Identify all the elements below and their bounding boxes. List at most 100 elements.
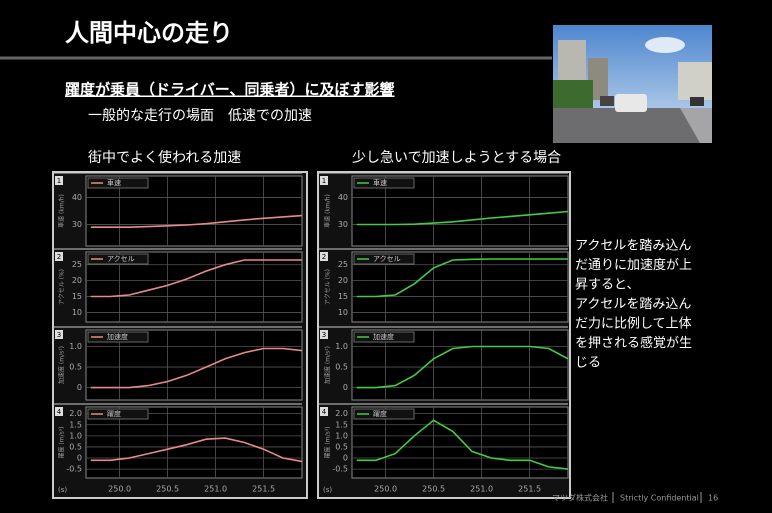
x-unit: (s) bbox=[58, 486, 67, 494]
x-tick-label: 251.0 bbox=[204, 485, 227, 494]
series-line bbox=[90, 259, 302, 298]
slide-title: 人間中心の走り bbox=[65, 19, 233, 47]
y-tick-label: 15 bbox=[338, 292, 348, 301]
y-tick-label: 1.0 bbox=[335, 342, 348, 351]
y-tick-label: 25 bbox=[338, 260, 348, 269]
y-tick-label: 25 bbox=[72, 260, 82, 269]
index-box bbox=[320, 252, 328, 261]
legend-box bbox=[353, 253, 415, 265]
y-tick-label: 1.0 bbox=[69, 342, 82, 351]
y-tick-label: 40 bbox=[338, 193, 348, 202]
chart-index: 4 bbox=[57, 408, 62, 416]
x-tick-label: 250.5 bbox=[156, 485, 179, 494]
footer-company: マツダ株式会社 bbox=[552, 493, 608, 503]
chart-index: 1 bbox=[57, 177, 61, 185]
chart-index: 4 bbox=[322, 408, 327, 416]
y-tick-label: 1.5 bbox=[69, 420, 82, 429]
note-line: 昇すると、 bbox=[575, 278, 639, 293]
y-axis-label: アクセル (%) bbox=[59, 269, 66, 305]
y-tick-label: 0 bbox=[77, 383, 82, 392]
y-tick-label: 1.0 bbox=[69, 431, 82, 440]
y-axis-label: 加速度 (m/s²) bbox=[58, 346, 66, 384]
x-unit: (s) bbox=[323, 486, 332, 494]
y-axis-label: 車速 (km/h) bbox=[58, 194, 66, 228]
y-tick-label: 1.0 bbox=[335, 431, 348, 440]
panel-heading: 街中でよく使われる加速 bbox=[88, 149, 241, 166]
y-tick-label: -0.5 bbox=[332, 465, 348, 474]
legend-label: アクセル bbox=[107, 255, 135, 263]
y-axis-label: 加速度 (m/s²) bbox=[324, 346, 332, 384]
y-tick-label: 1.5 bbox=[335, 420, 348, 429]
chart-index: 2 bbox=[57, 253, 61, 261]
legend-box bbox=[87, 177, 149, 189]
y-tick-label: 2.0 bbox=[335, 409, 348, 418]
y-tick-label: 40 bbox=[72, 193, 82, 202]
note-line: じる bbox=[575, 356, 601, 371]
y-tick-label: 30 bbox=[338, 220, 348, 229]
note-line: を押される感覚が生 bbox=[575, 335, 692, 351]
panel-heading: 少し急いで加速しようとする場合 bbox=[352, 150, 561, 166]
note: アクセルを踏み込んだ通りに加速度が上昇すると、アクセルを踏み込んだ力に比例して上… bbox=[575, 239, 692, 371]
series-line bbox=[356, 258, 568, 298]
index-box bbox=[320, 330, 328, 339]
y-tick-label: 0.5 bbox=[335, 442, 348, 451]
y-tick-label: 0 bbox=[343, 383, 348, 392]
photo bbox=[553, 25, 712, 143]
legend-box bbox=[87, 331, 149, 343]
note-line: アクセルを踏み込ん bbox=[575, 239, 691, 254]
y-axis-label: 躍度 (m/s³) bbox=[324, 427, 332, 459]
y-tick-label: 0 bbox=[77, 454, 82, 463]
series-line bbox=[356, 345, 568, 389]
index-box bbox=[55, 407, 63, 416]
y-tick-label: -0.5 bbox=[66, 465, 82, 474]
index-box bbox=[55, 176, 63, 185]
x-tick-label: 250.0 bbox=[374, 485, 397, 494]
legend-label: 加速度 bbox=[373, 332, 394, 341]
y-tick-label: 20 bbox=[338, 276, 348, 285]
y-tick-label: 0.5 bbox=[69, 363, 82, 372]
y-tick-label: 2.0 bbox=[69, 409, 82, 418]
legend-label: 躍度 bbox=[373, 409, 387, 418]
legend-label: 躍度 bbox=[107, 409, 121, 418]
series-line bbox=[356, 419, 568, 470]
series-line bbox=[90, 347, 302, 389]
legend-label: アクセル bbox=[373, 255, 401, 263]
y-tick-label: 10 bbox=[338, 308, 348, 317]
index-box bbox=[55, 330, 63, 339]
y-tick-label: 15 bbox=[72, 292, 82, 301]
scene-label: 一般的な走行の場面 低速での加速 bbox=[88, 108, 312, 124]
x-tick-label: 250.0 bbox=[108, 485, 131, 494]
y-axis-label: アクセル (%) bbox=[325, 269, 332, 305]
legend-box bbox=[353, 177, 415, 189]
x-tick-label: 251.0 bbox=[470, 485, 493, 494]
chart-index: 3 bbox=[322, 331, 326, 339]
footer-confidential: Strictly Confidential bbox=[620, 494, 699, 503]
y-tick-label: 20 bbox=[72, 276, 82, 285]
legend-label: 車速 bbox=[373, 178, 387, 187]
subtitle: 躍度が乗員（ドライバー、同乗者）に及ぼす影響 bbox=[65, 81, 395, 99]
legend-box bbox=[353, 408, 415, 420]
note-line: アクセルを踏み込ん bbox=[575, 297, 691, 312]
x-tick-label: 251.5 bbox=[252, 485, 275, 494]
index-box bbox=[320, 407, 328, 416]
y-axis-label: 躍度 (m/s³) bbox=[58, 427, 66, 459]
x-tick-label: 250.5 bbox=[422, 485, 445, 494]
y-axis-label: 車速 (km/h) bbox=[324, 194, 332, 228]
footer-page: 16 bbox=[708, 494, 718, 503]
legend-label: 加速度 bbox=[107, 332, 128, 341]
series-line bbox=[90, 437, 302, 463]
y-tick-label: 0.5 bbox=[69, 442, 82, 451]
legend-label: 車速 bbox=[107, 178, 121, 187]
legend-box bbox=[87, 408, 149, 420]
series-line bbox=[356, 210, 568, 226]
y-tick-label: 30 bbox=[72, 220, 82, 229]
y-tick-label: 0 bbox=[343, 454, 348, 463]
legend-box bbox=[353, 331, 415, 343]
series-line bbox=[90, 214, 302, 228]
chart-index: 1 bbox=[322, 177, 326, 185]
index-box bbox=[320, 176, 328, 185]
legend-box bbox=[87, 253, 149, 265]
note-line: だ通りに加速度が上 bbox=[575, 257, 692, 273]
index-box bbox=[55, 252, 63, 261]
